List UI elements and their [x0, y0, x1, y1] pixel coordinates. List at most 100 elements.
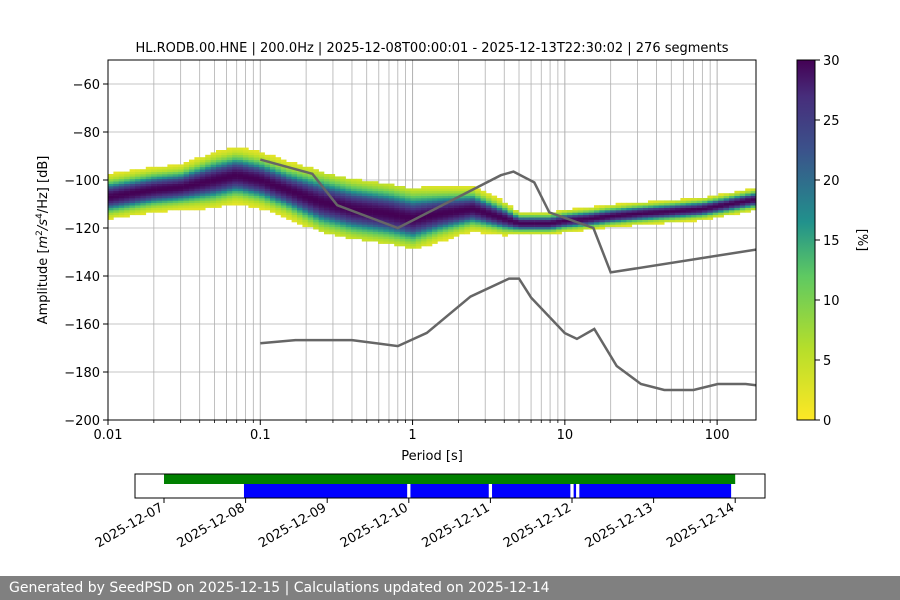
y-tick-label: −60	[73, 78, 100, 93]
psd-cell	[712, 202, 719, 206]
psd-cell	[367, 183, 373, 187]
psd-cell	[739, 193, 746, 196]
psd-cell	[297, 205, 303, 208]
psd-cell	[604, 210, 611, 213]
psd-cell	[718, 195, 724, 199]
psd-cell	[340, 217, 346, 220]
psd-cell	[518, 229, 525, 232]
psd-cell	[459, 202, 465, 206]
psd-cell	[648, 207, 654, 211]
psd-cell	[529, 212, 535, 216]
psd-cell	[237, 202, 244, 206]
psd-cell	[615, 212, 622, 216]
psd-cell	[405, 193, 411, 196]
psd-cell	[534, 226, 541, 230]
psd-cell	[421, 193, 427, 196]
psd-cell	[232, 159, 238, 163]
psd-cell	[183, 195, 190, 199]
psd-cell	[351, 236, 357, 240]
psd-cell	[448, 212, 454, 216]
psd-cell	[523, 231, 530, 235]
psd-cell	[216, 171, 222, 175]
psd-cell	[313, 207, 319, 211]
psd-cell	[226, 154, 233, 158]
data-segment-bar	[579, 484, 732, 498]
psd-cell	[307, 200, 314, 204]
psd-cell	[243, 202, 249, 206]
psd-cell	[291, 181, 298, 184]
psd-cell	[561, 226, 568, 230]
psd-cell	[361, 210, 368, 213]
psd-cell	[162, 169, 168, 172]
psd-cell	[626, 217, 633, 220]
psd-cell	[523, 219, 530, 223]
psd-cell	[448, 231, 454, 235]
psd-cell	[259, 178, 265, 182]
psd-cell	[475, 219, 481, 223]
psd-cell	[437, 222, 444, 225]
psd-cell	[378, 241, 384, 244]
psd-cell	[199, 169, 206, 172]
psd-cell	[297, 166, 303, 170]
psd-cell	[621, 210, 627, 213]
psd-cell	[426, 202, 433, 206]
psd-cell	[275, 190, 282, 194]
psd-cell	[680, 202, 687, 206]
psd-cell	[367, 202, 373, 206]
psd-cell	[696, 207, 703, 211]
psd-cell	[459, 214, 465, 218]
psd-cell	[604, 214, 611, 218]
psd-cell	[232, 176, 238, 180]
psd-cell	[399, 210, 406, 213]
psd-cell	[594, 217, 600, 220]
psd-cell	[464, 226, 471, 230]
psd-cell	[297, 195, 303, 199]
psd-cell	[140, 198, 147, 201]
psd-cell	[707, 205, 714, 208]
psd-cell	[448, 222, 454, 225]
psd-cell	[475, 190, 481, 194]
psd-cell	[351, 190, 357, 194]
psd-cell	[162, 176, 168, 180]
psd-cell	[372, 183, 379, 187]
psd-cell	[405, 238, 411, 242]
psd-cell	[345, 202, 352, 206]
psd-cell	[189, 162, 195, 165]
psd-cell	[442, 210, 449, 213]
psd-cell	[118, 207, 125, 211]
psd-cell	[426, 241, 433, 244]
psd-cell	[702, 205, 708, 208]
psd-cell	[253, 171, 260, 175]
psd-cell	[324, 212, 330, 216]
psd-cell	[437, 188, 444, 192]
psd-cell	[210, 193, 217, 196]
psd-cell	[399, 186, 406, 189]
psd-cell	[388, 186, 395, 189]
psd-cell	[658, 210, 665, 213]
psd-cell	[135, 176, 141, 180]
psd-cell	[124, 207, 130, 211]
psd-cell	[448, 214, 454, 218]
psd-cell	[189, 166, 195, 170]
psd-cell	[156, 176, 163, 180]
psd-cell	[108, 195, 114, 199]
psd-cell	[394, 188, 400, 192]
psd-cell	[340, 234, 346, 237]
psd-cell	[599, 217, 606, 220]
psd-cell	[604, 217, 611, 220]
psd-cell	[178, 178, 184, 182]
psd-cell	[113, 210, 120, 213]
psd-cell	[621, 219, 627, 223]
psd-cell	[313, 217, 319, 220]
psd-cell	[378, 186, 384, 189]
psd-cell	[378, 222, 384, 225]
psd-cell	[415, 226, 422, 230]
psd-cell	[421, 190, 427, 194]
psd-cell	[189, 181, 195, 184]
psd-cell	[426, 217, 433, 220]
psd-cell	[351, 234, 357, 237]
psd-cell	[648, 202, 654, 206]
psd-cell	[675, 210, 681, 213]
psd-cell	[572, 224, 579, 228]
psd-cell	[248, 171, 255, 175]
